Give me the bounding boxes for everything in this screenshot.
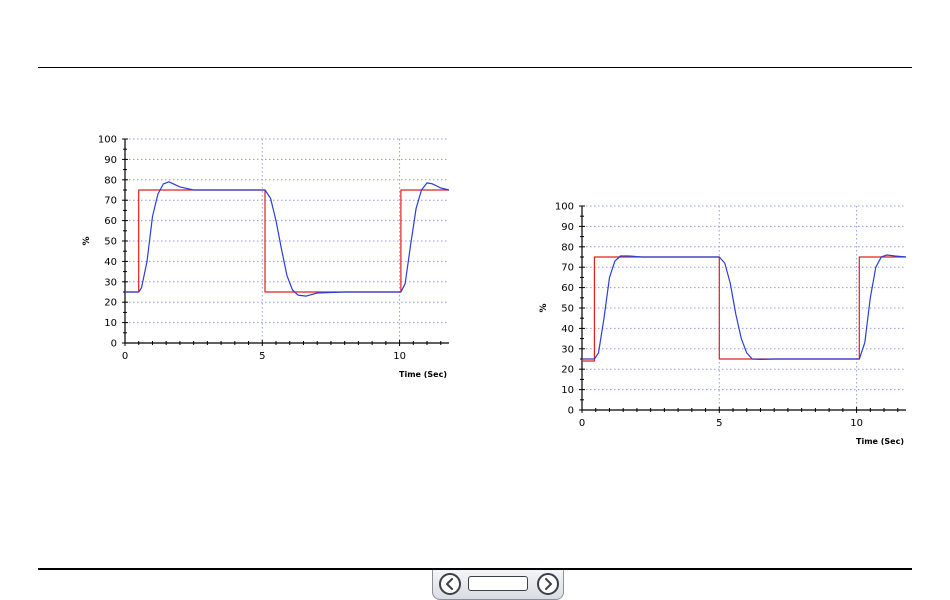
y-axis-label: % — [539, 303, 549, 312]
y-tick-label: 70 — [561, 263, 574, 274]
y-tick-label: 70 — [104, 196, 117, 207]
previous-button[interactable] — [439, 573, 461, 595]
navigation-bar — [432, 570, 564, 600]
next-button[interactable] — [537, 573, 559, 595]
y-tick-label: 30 — [104, 277, 117, 288]
y-tick-label: 90 — [561, 222, 574, 233]
y-tick-label: 40 — [104, 257, 117, 268]
x-tick-label: 5 — [716, 418, 722, 429]
x-axis-label: Time (Sec) — [399, 370, 447, 378]
response-series-line — [582, 254, 907, 360]
top-rule — [38, 67, 912, 68]
x-axis-label: Time (Sec) — [856, 437, 904, 445]
y-tick-label: 100 — [98, 135, 117, 146]
y-tick-label: 10 — [561, 385, 574, 396]
y-tick-label: 60 — [561, 283, 574, 294]
y-tick-label: 20 — [104, 298, 117, 309]
y-tick-label: 80 — [104, 175, 117, 186]
y-tick-label: 80 — [561, 242, 574, 253]
y-tick-label: 90 — [104, 155, 117, 166]
bottom-rule — [38, 568, 912, 570]
y-tick-label: 100 — [555, 202, 574, 213]
chevron-right-icon — [545, 578, 552, 590]
chevron-left-icon — [446, 578, 453, 590]
left-line-chart: 0 10 20 30 40 50 60 70 80 90 100 0 5 10% Time (Sec) — [82, 135, 450, 378]
right-line-chart: 0 10 20 30 40 50 60 70 80 90 100 0 5 10% Time (Sec) — [539, 202, 907, 445]
setpoint-series-line — [582, 256, 906, 362]
x-tick-label: 0 — [579, 418, 585, 429]
y-tick-label: 0 — [568, 406, 574, 417]
setpoint-series-line — [125, 189, 449, 293]
y-tick-label: 50 — [104, 237, 117, 248]
x-tick-label: 10 — [393, 351, 406, 362]
y-tick-label: 30 — [561, 344, 574, 355]
y-tick-label: 10 — [104, 318, 117, 329]
y-tick-label: 60 — [104, 216, 117, 227]
y-tick-label: 20 — [561, 365, 574, 376]
y-tick-label: 0 — [111, 339, 117, 350]
y-tick-label: 50 — [561, 304, 574, 315]
page-field[interactable] — [468, 576, 528, 591]
response-series-line — [125, 181, 450, 297]
y-axis-label: % — [82, 236, 92, 245]
x-tick-label: 0 — [122, 351, 128, 362]
y-tick-label: 40 — [561, 324, 574, 335]
x-tick-label: 5 — [259, 351, 265, 362]
x-tick-label: 10 — [850, 418, 863, 429]
